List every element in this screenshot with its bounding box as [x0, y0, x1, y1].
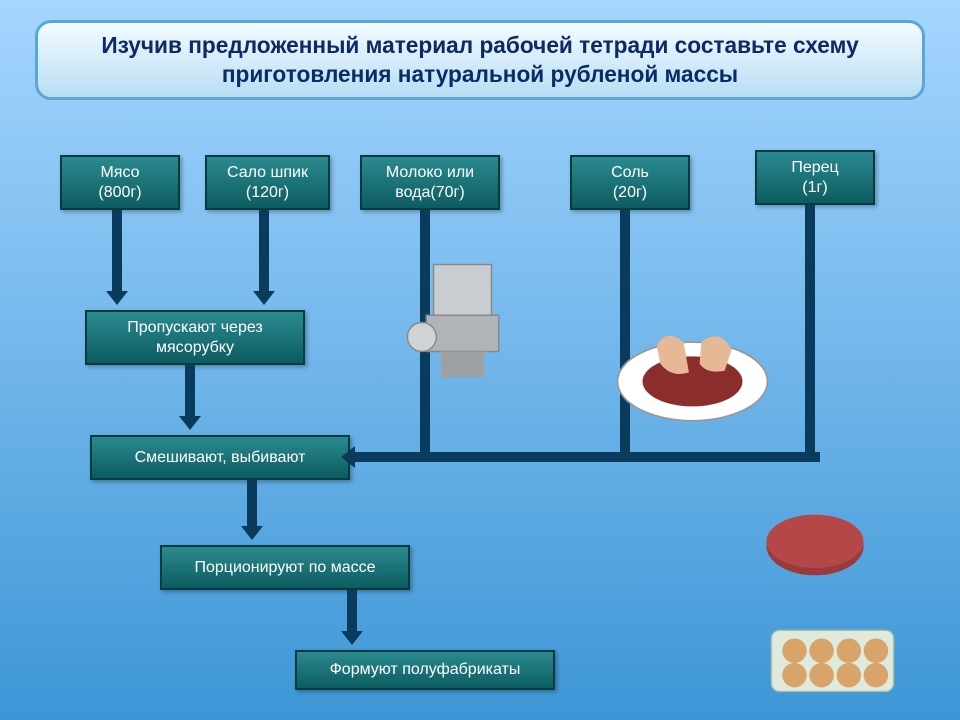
ingredient-salo: Сало шпик (120г): [205, 155, 330, 210]
arrow-down-portion: [345, 590, 359, 645]
header-title: Изучив предложенный материал рабочей тет…: [35, 20, 925, 100]
hands-mixing-bowl-image: [600, 310, 785, 435]
ingredient-pepper: Перец (1г): [755, 150, 875, 205]
header-text: Изучив предложенный материал рабочей тет…: [58, 31, 902, 90]
arrow-down-salo: [257, 210, 271, 305]
arrow-down-meat: [110, 210, 124, 305]
process-form: Формуют полуфабрикаты: [295, 650, 555, 690]
meatballs-tray-image: [760, 610, 905, 705]
arrow-down-mix: [245, 480, 259, 540]
process-mix: Смешивают, выбивают: [90, 435, 350, 480]
ingredient-salt: Соль (20г): [570, 155, 690, 210]
meat-patty-image: [750, 500, 880, 585]
ingredient-milk: Молоко или вода(70г): [360, 155, 500, 210]
process-portion: Порционируют по массе: [160, 545, 410, 590]
arrow-down-grind: [183, 365, 197, 430]
ingredient-meat: Мясо (800г): [60, 155, 180, 210]
arrow-into-mix: [355, 450, 820, 464]
arrow-vshaft-pepper: [805, 205, 815, 460]
process-grind: Пропускают через мясорубку: [85, 310, 305, 365]
meat-grinder-image: [375, 250, 550, 395]
